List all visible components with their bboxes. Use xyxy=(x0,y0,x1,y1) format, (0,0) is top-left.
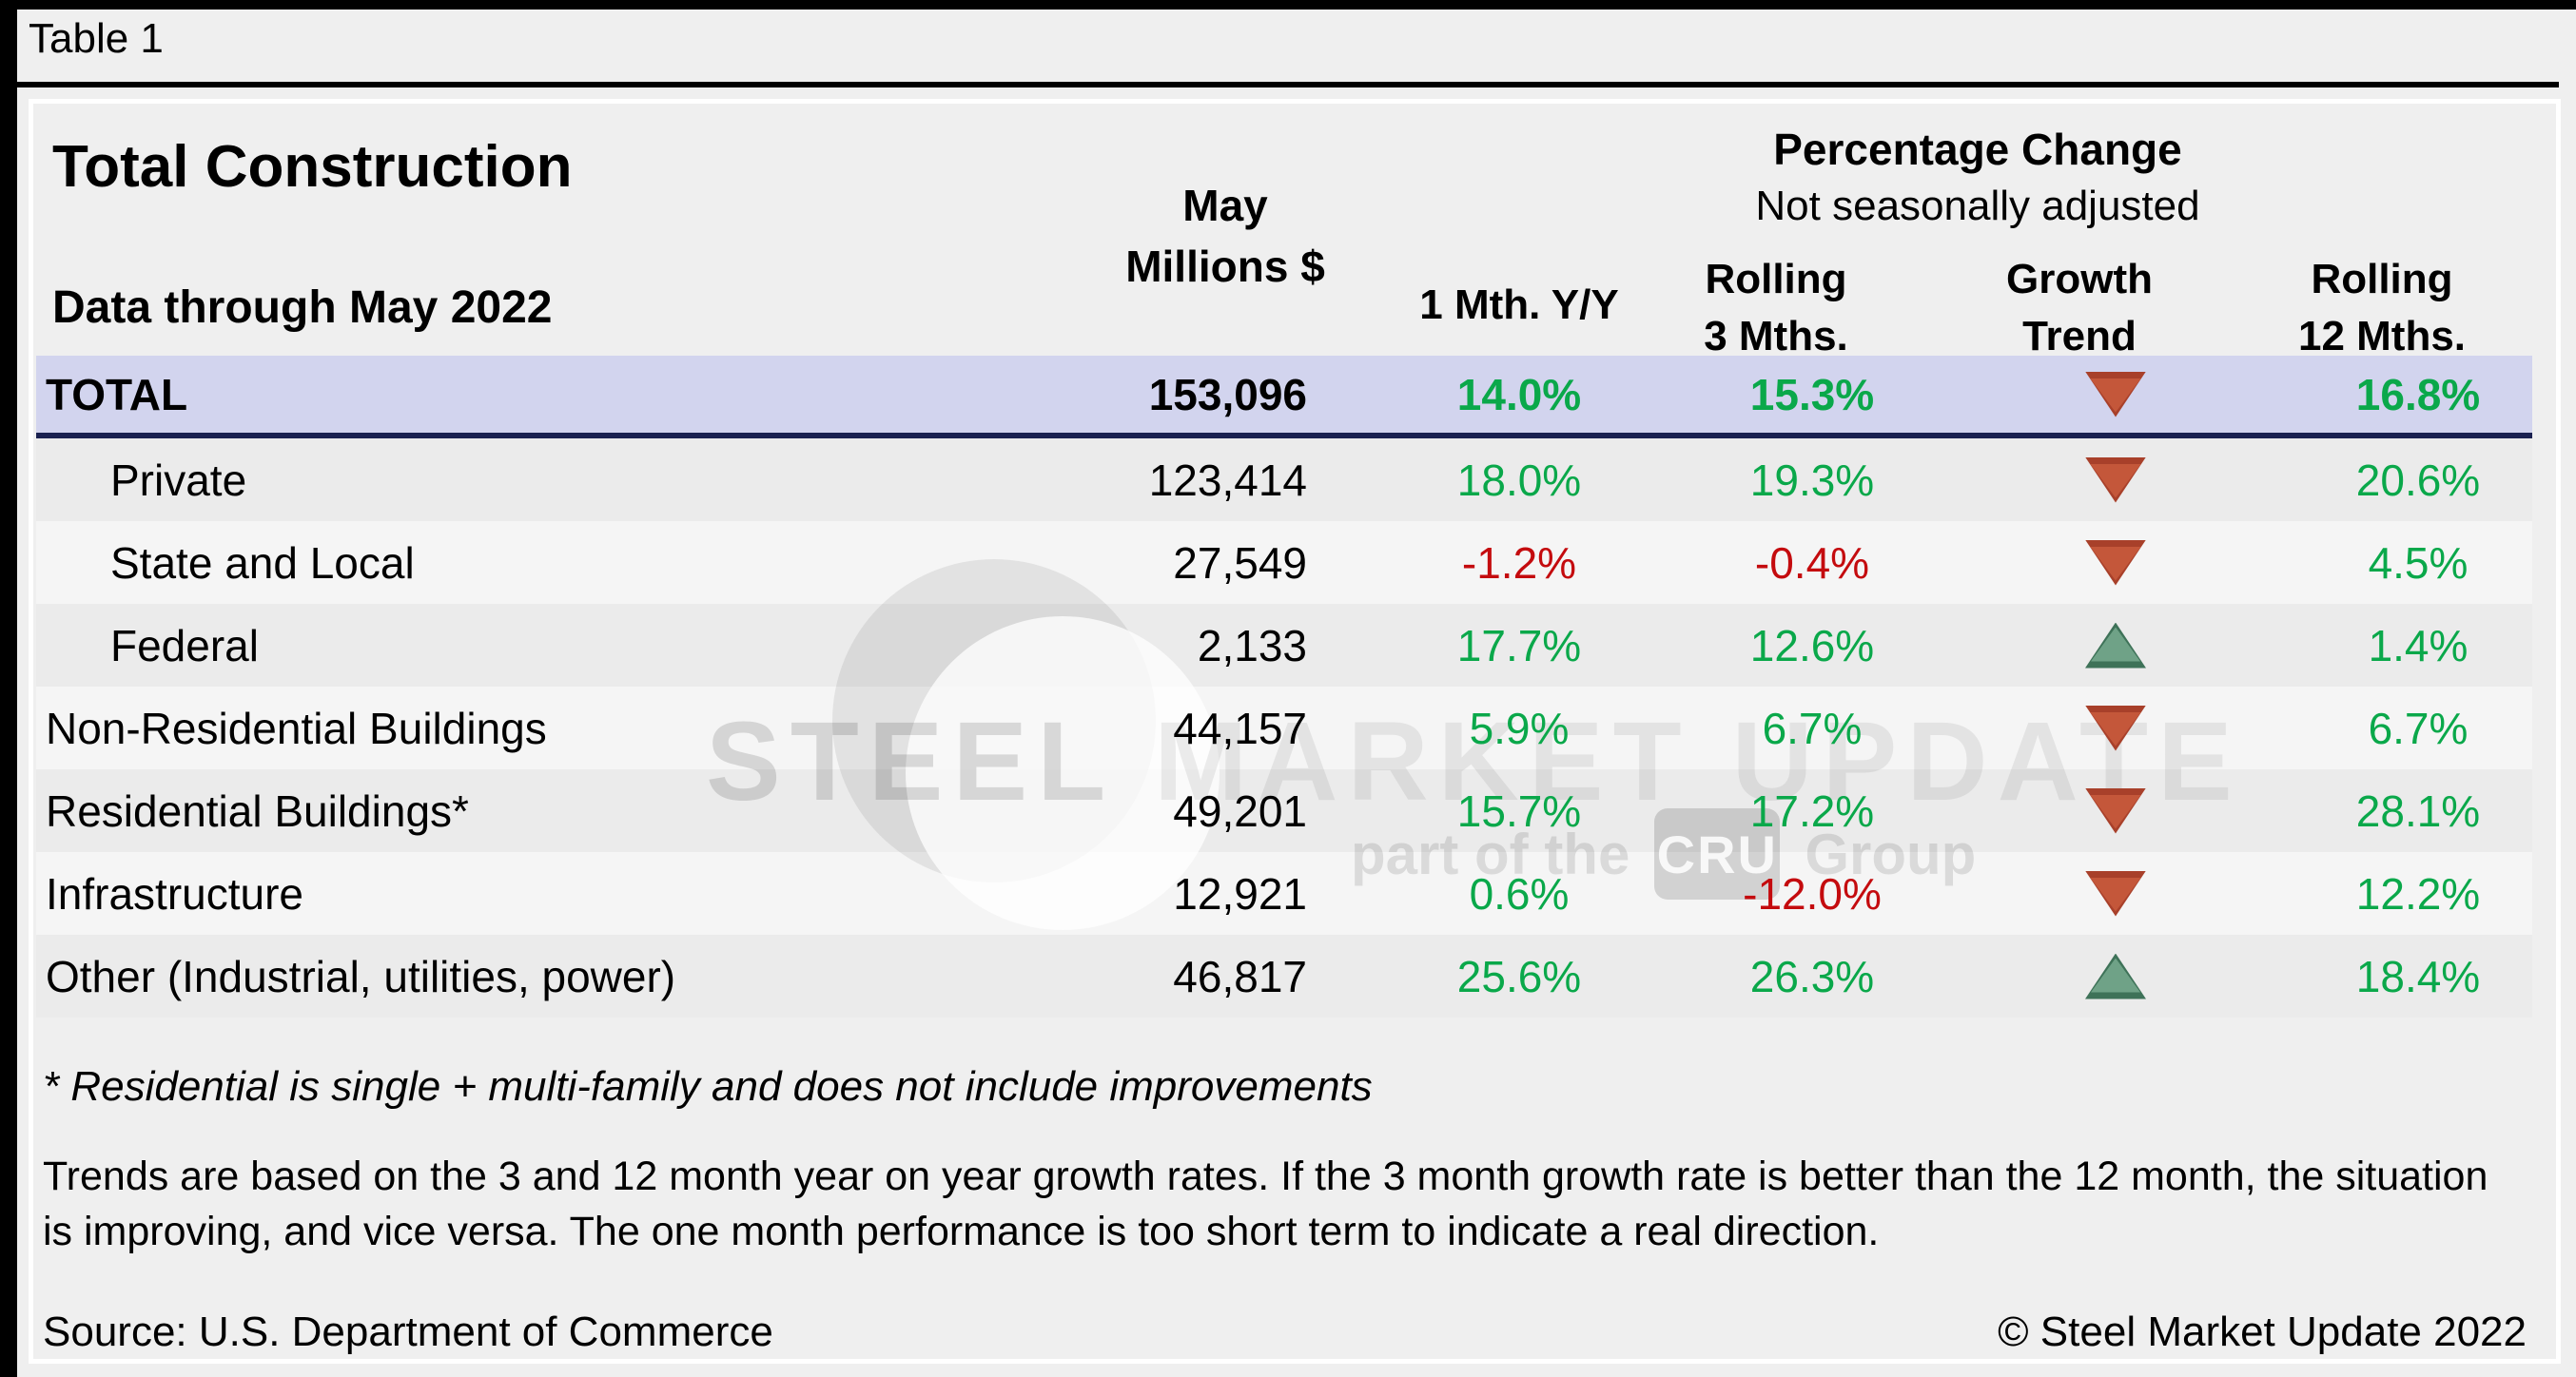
row-rolling-3mths: 19.3% xyxy=(1749,455,1875,505)
row-value-millions: 153,096 xyxy=(1148,369,1307,419)
row-label: Residential Buildings* xyxy=(46,785,469,836)
top-border-bar xyxy=(0,0,2576,10)
row-trend-cell xyxy=(1973,954,2258,999)
rolling-3-line2: 3 Mths. xyxy=(1704,313,1848,359)
row-rolling-12mths: 20.6% xyxy=(2355,455,2481,505)
row-label: Federal xyxy=(110,620,259,670)
column-header-growth-trend: Growth Trend xyxy=(1937,251,2222,365)
row-trend-cell xyxy=(1973,372,2258,417)
row-value-millions: 12,921 xyxy=(1173,868,1307,919)
not-seasonally-adjusted-label: Not seasonally adjusted xyxy=(1755,183,2200,229)
column-header-may-millions: May Millions $ xyxy=(1035,175,1415,297)
trend-down-icon xyxy=(2085,457,2146,503)
row-label: Private xyxy=(110,455,247,505)
column-header-rolling-3mths: Rolling 3 Mths. xyxy=(1633,251,1919,365)
rolling-12-line2: 12 Mths. xyxy=(2297,313,2467,359)
row-rolling-12mths: 1.4% xyxy=(2368,620,2469,670)
row-rolling-3mths: 17.2% xyxy=(1749,785,1875,836)
row-value-millions: 123,414 xyxy=(1148,455,1307,505)
row-rolling-3mths: -12.0% xyxy=(1743,868,1882,919)
source-label: Source: U.S. Department of Commerce xyxy=(43,1309,773,1355)
table-row-federal: Federal 2,133 17.7% 12.6% 1.4% xyxy=(36,604,2532,687)
row-rolling-3mths: 12.6% xyxy=(1749,620,1875,670)
growth-trend-line1: Growth xyxy=(2006,256,2153,302)
row-label: Other (Industrial, utilities, power) xyxy=(46,951,676,1001)
row-rolling-3mths: 6.7% xyxy=(1762,703,1863,753)
row-1mth-yy: 17.7% xyxy=(1456,620,1582,670)
row-1mth-yy: 18.0% xyxy=(1456,455,1582,505)
left-border-bar xyxy=(0,0,17,1377)
row-label: TOTAL xyxy=(46,369,188,419)
trend-down-icon xyxy=(2085,540,2146,586)
row-1mth-yy: 14.0% xyxy=(1456,369,1582,419)
row-1mth-yy: 5.9% xyxy=(1469,703,1570,753)
row-rolling-3mths: 26.3% xyxy=(1749,951,1875,1001)
trends-note-line2: is improving, and vice versa. The one mo… xyxy=(43,1209,1880,1254)
trend-down-icon xyxy=(2085,788,2146,834)
row-label: Infrastructure xyxy=(46,868,303,919)
row-trend-cell xyxy=(1973,871,2258,917)
column-header-may: May xyxy=(1182,181,1268,230)
table-row-residential: Residential Buildings* 49,201 15.7% 17.2… xyxy=(36,769,2532,852)
row-rolling-12mths: 12.2% xyxy=(2355,868,2481,919)
row-rolling-12mths: 16.8% xyxy=(2355,369,2481,419)
trend-down-icon xyxy=(2085,871,2146,917)
row-value-millions: 49,201 xyxy=(1173,785,1307,836)
row-value-millions: 44,157 xyxy=(1173,703,1307,753)
column-header-rolling-12mths: Rolling 12 Mths. xyxy=(2239,251,2525,365)
row-trend-cell xyxy=(1973,540,2258,586)
table-row-other: Other (Industrial, utilities, power) 46,… xyxy=(36,935,2532,1018)
trend-up-icon xyxy=(2085,954,2146,999)
row-value-millions: 46,817 xyxy=(1173,951,1307,1001)
row-label: Non-Residential Buildings xyxy=(46,703,547,753)
row-1mth-yy: -1.2% xyxy=(1461,537,1577,588)
row-rolling-3mths: 15.3% xyxy=(1749,369,1875,419)
table-row-non-residential: Non-Residential Buildings 44,157 5.9% 6.… xyxy=(36,687,2532,769)
row-trend-cell xyxy=(1973,706,2258,751)
row-trend-cell xyxy=(1973,788,2258,834)
row-1mth-yy: 0.6% xyxy=(1469,868,1570,919)
row-rolling-12mths: 28.1% xyxy=(2355,785,2481,836)
row-rolling-3mths: -0.4% xyxy=(1754,537,1870,588)
row-1mth-yy: 15.7% xyxy=(1456,785,1582,836)
trends-note: Trends are based on the 3 and 12 month y… xyxy=(43,1149,2488,1259)
row-trend-cell xyxy=(1973,623,2258,669)
trend-down-icon xyxy=(2085,706,2146,751)
header-divider-line xyxy=(17,82,2559,87)
row-value-millions: 2,133 xyxy=(1197,620,1307,670)
table-label: Table 1 xyxy=(29,15,164,62)
row-label: State and Local xyxy=(110,537,415,588)
table-row-state-local: State and Local 27,549 -1.2% -0.4% 4.5% xyxy=(36,521,2532,604)
column-header-1mth-yy: 1 Mth. Y/Y xyxy=(1419,281,1619,328)
row-rolling-12mths: 18.4% xyxy=(2355,951,2481,1001)
data-through-label: Data through May 2022 xyxy=(52,282,553,333)
rolling-3-line1: Rolling xyxy=(1705,256,1847,302)
row-rolling-12mths: 6.7% xyxy=(2368,703,2469,753)
row-value-millions: 27,549 xyxy=(1173,537,1307,588)
column-header-millions: Millions $ xyxy=(1125,242,1325,291)
table-row-private: Private 123,414 18.0% 19.3% 20.6% xyxy=(36,438,2532,521)
trends-note-line1: Trends are based on the 3 and 12 month y… xyxy=(43,1154,2488,1199)
rolling-12-line1: Rolling xyxy=(2311,256,2453,302)
trend-down-icon xyxy=(2085,372,2146,417)
copyright-label: © Steel Market Update 2022 xyxy=(1998,1309,2527,1355)
residential-footnote: * Residential is single + multi-family a… xyxy=(43,1063,1373,1110)
table-row-total: TOTAL 153,096 14.0% 15.3% 16.8% xyxy=(36,356,2532,438)
table-row-infrastructure: Infrastructure 12,921 0.6% -12.0% 12.2% xyxy=(36,852,2532,935)
percentage-change-header: Percentage Change xyxy=(1773,125,2182,174)
row-trend-cell xyxy=(1973,457,2258,503)
row-rolling-12mths: 4.5% xyxy=(2368,537,2469,588)
growth-trend-line2: Trend xyxy=(2022,313,2137,359)
trend-up-icon xyxy=(2085,623,2146,669)
page-title: Total Construction xyxy=(52,134,573,200)
row-1mth-yy: 25.6% xyxy=(1456,951,1582,1001)
